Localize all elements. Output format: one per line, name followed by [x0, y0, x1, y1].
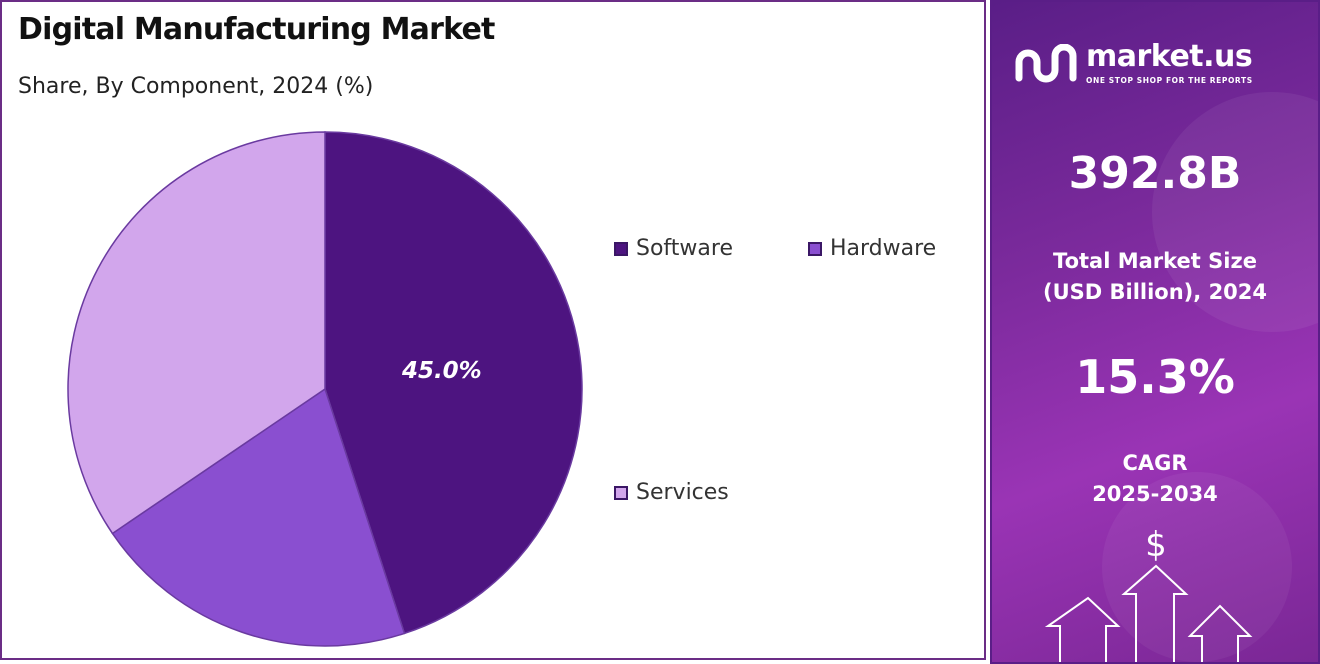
cagr-label-line1: CAGR [1122, 451, 1188, 475]
chart-panel: Digital Manufacturing Market Share, By C… [0, 0, 986, 660]
pie-slice-services [67, 131, 326, 535]
up-arrow-icon [1121, 564, 1189, 662]
legend-label-hardware: Hardware [830, 236, 937, 261]
up-arrow-icon [1187, 604, 1253, 662]
up-arrow-icon [1044, 596, 1121, 662]
chart-title: Digital Manufacturing Market [18, 12, 495, 47]
legend-item-services: Services [614, 480, 729, 505]
cagr-value: 15.3% [1075, 350, 1235, 404]
cagr-label-line2: 2025-2034 [1092, 482, 1218, 506]
market-size-label: Total Market Size (USD Billion), 2024 [992, 246, 1318, 308]
cagr-label: CAGR 2025-2034 [992, 448, 1318, 510]
legend-item-hardware: Hardware [808, 236, 936, 261]
pie-chart: 45.0% [67, 131, 583, 647]
market-size-value: 392.8B [1068, 148, 1242, 199]
growth-illustration: $ [1044, 525, 1253, 662]
brand-tagline: ONE STOP SHOP FOR THE REPORTS [1086, 76, 1253, 85]
legend-label-software: Software [636, 236, 733, 261]
market-size-label-line1: Total Market Size [1053, 249, 1257, 273]
brand-name: market.us [1086, 39, 1253, 74]
legend-swatch-software [614, 241, 628, 256]
legend-swatch-hardware [808, 241, 822, 256]
legend-item-software: Software [614, 236, 733, 261]
market-us-logo-icon [1015, 43, 1077, 82]
legend-swatch-services [614, 485, 628, 500]
market-size-label-line2: (USD Billion), 2024 [1042, 280, 1268, 304]
dollar-icon: $ [1145, 525, 1167, 565]
data-label-software: 45.0% [401, 358, 482, 384]
brand-logo: market.us ONE STOP SHOP FOR THE REPORTS [1014, 42, 1253, 85]
brand-text: market.us ONE STOP SHOP FOR THE REPORTS [1086, 39, 1253, 86]
pie-slice-hardware [111, 387, 406, 647]
pie-slice-software [324, 131, 583, 635]
chart-subtitle: Share, By Component, 2024 (%) [18, 74, 374, 99]
legend-label-services: Services [636, 480, 729, 505]
info-panel: market.us ONE STOP SHOP FOR THE REPORTS … [990, 0, 1320, 664]
